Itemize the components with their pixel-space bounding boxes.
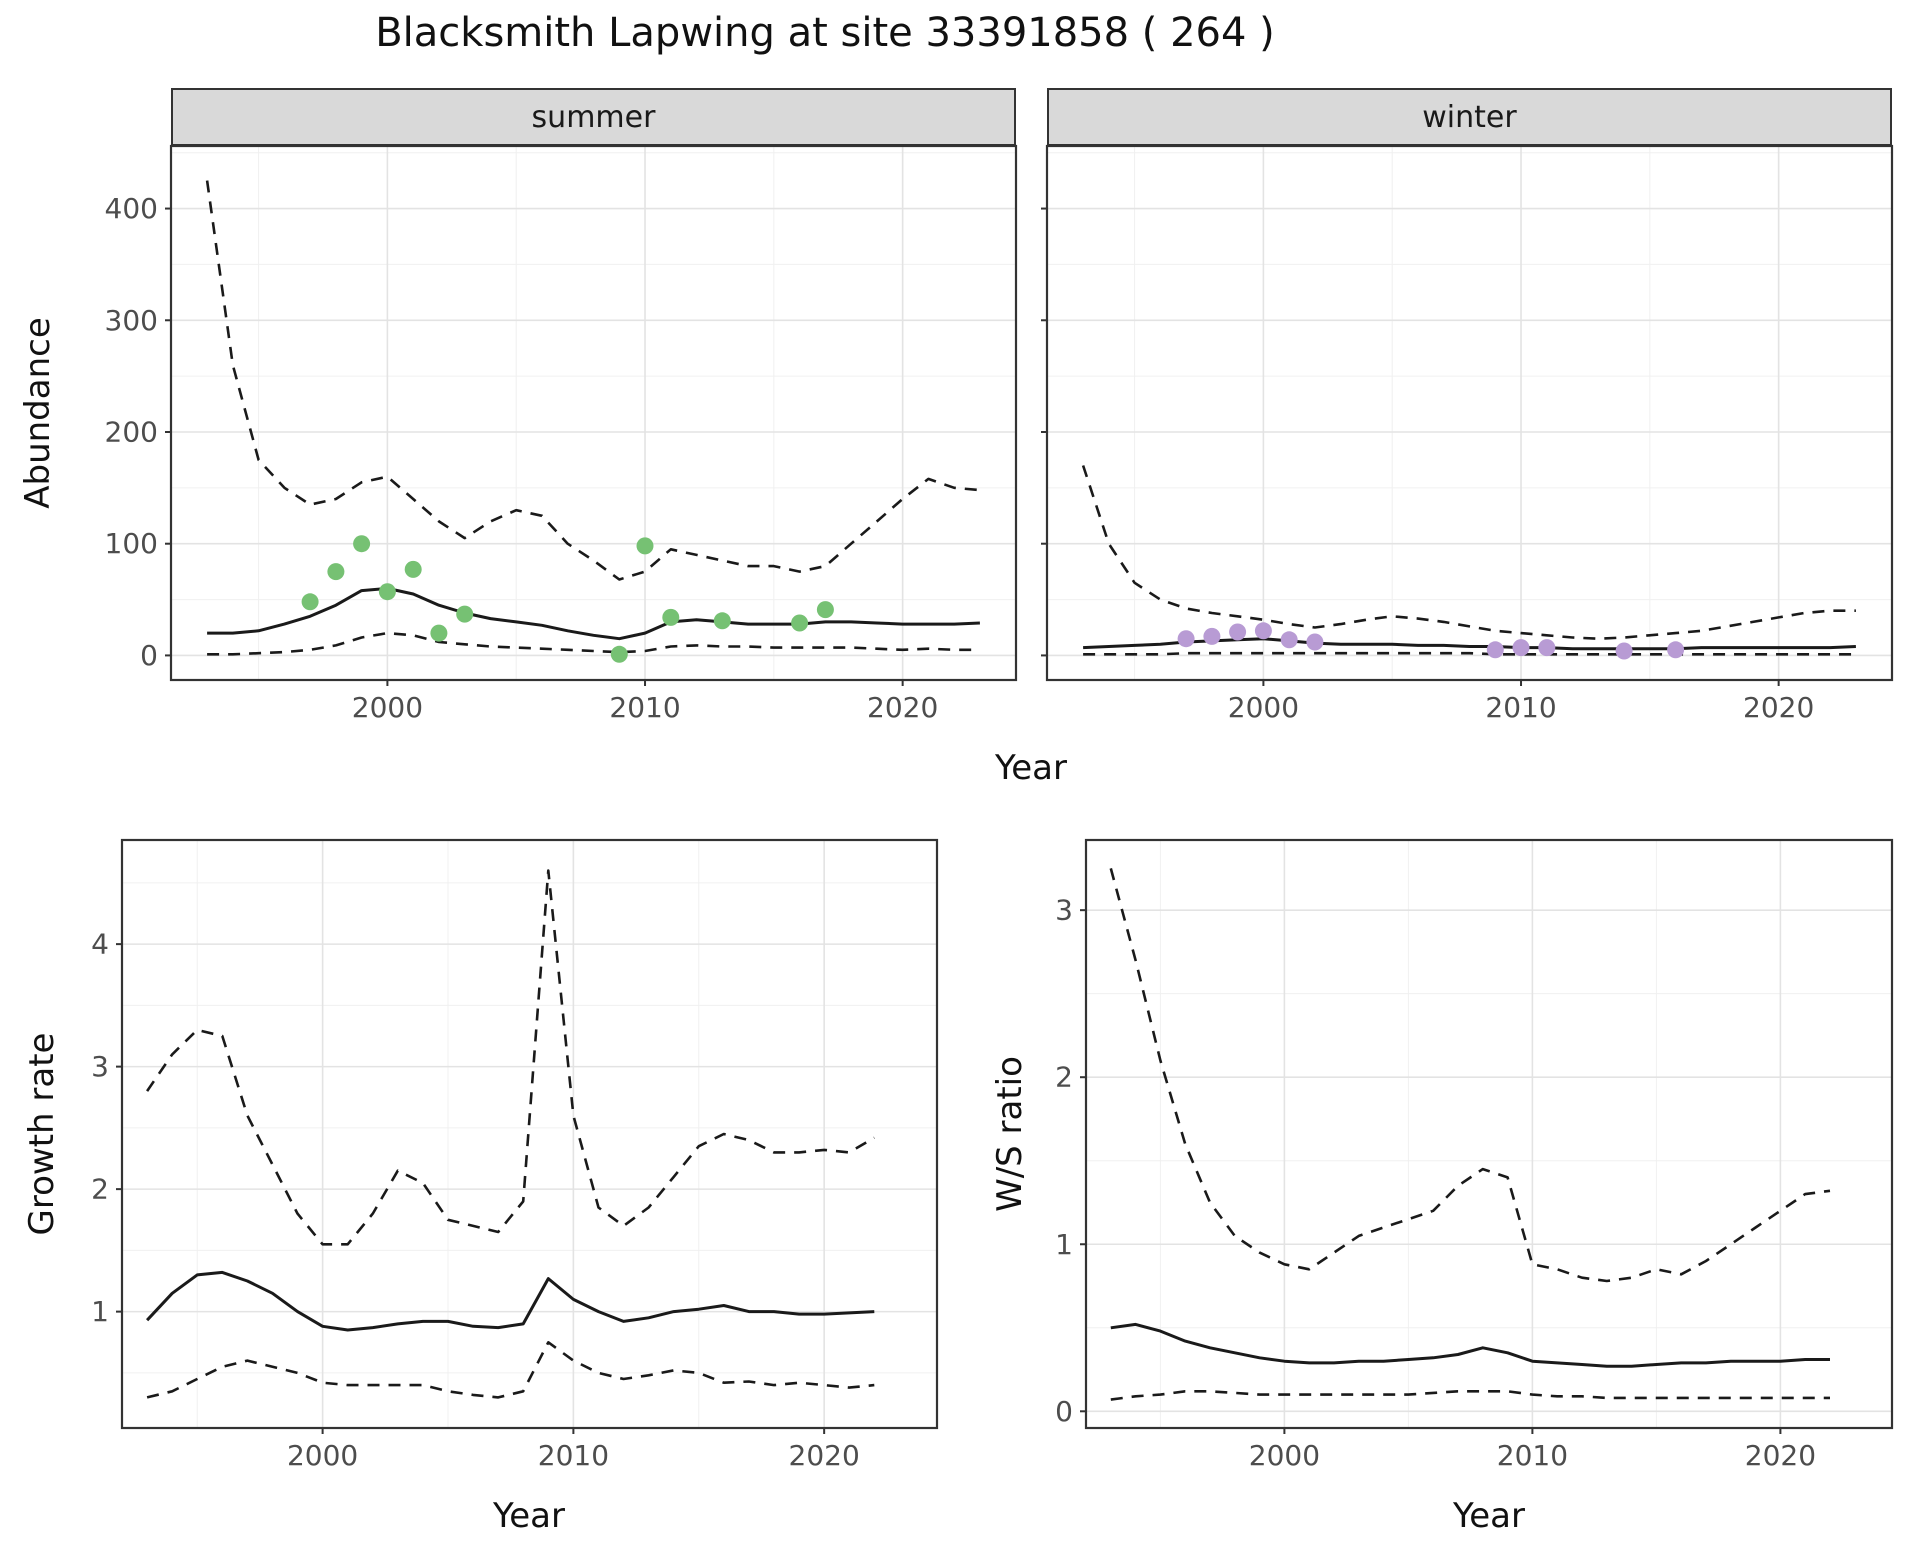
series-upper-ci bbox=[205, 180, 981, 581]
panel-background bbox=[171, 146, 1016, 680]
panel-background bbox=[122, 840, 937, 1428]
series-lower-ci bbox=[207, 631, 980, 656]
series-median bbox=[207, 586, 980, 641]
x-tick-label: 2010 bbox=[538, 1439, 609, 1472]
data-point bbox=[456, 605, 474, 623]
series-upper-ci bbox=[1109, 868, 1831, 1283]
facet-strip-summer-label: summer bbox=[531, 99, 656, 135]
data-point bbox=[662, 608, 680, 626]
x-tick-label: 2020 bbox=[789, 1439, 860, 1472]
year-axis-title-growth: Year bbox=[493, 1496, 565, 1536]
ws-ratio-axis-title: W/S ratio bbox=[990, 1056, 1030, 1212]
x-tick-label: 2010 bbox=[609, 691, 680, 724]
data-point bbox=[1203, 627, 1221, 645]
data-point bbox=[713, 612, 731, 630]
y-tick-label: 4 bbox=[91, 928, 109, 961]
data-point bbox=[791, 614, 809, 632]
y-tick-label: 3 bbox=[1055, 894, 1073, 927]
facet-strip-winter-label: winter bbox=[1422, 99, 1517, 135]
figure-title: Blacksmith Lapwing at site 33391858 ( 26… bbox=[375, 10, 1275, 56]
data-point bbox=[1280, 631, 1298, 649]
y-tick-label: 0 bbox=[1055, 1395, 1073, 1428]
ws-ratio-panel: 0 1 2 3 2000 2010 2020 bbox=[1055, 838, 1894, 1472]
y-tick-label: 100 bbox=[105, 527, 158, 560]
data-point bbox=[610, 645, 628, 663]
data-point bbox=[1177, 630, 1195, 648]
data-point bbox=[430, 624, 448, 642]
data-point bbox=[636, 537, 654, 555]
panel-background bbox=[1086, 840, 1892, 1428]
abundance-axis-title: Abundance bbox=[18, 317, 58, 509]
series-median bbox=[146, 1270, 875, 1332]
data-point bbox=[327, 563, 345, 581]
series-lower-ci bbox=[1083, 651, 1856, 656]
growth-rate-panel: 1 2 3 4 2000 2010 2020 bbox=[91, 838, 939, 1472]
series-upper-ci bbox=[146, 869, 875, 1246]
x-tick-label: 2000 bbox=[287, 1439, 358, 1472]
growth-rate-axis-title: Growth rate bbox=[22, 1032, 62, 1236]
y-tick-label: 0 bbox=[140, 639, 158, 672]
x-tick-label: 2010 bbox=[1497, 1439, 1568, 1472]
y-tick-label: 400 bbox=[105, 192, 158, 225]
x-tick-label: 2020 bbox=[1745, 1439, 1816, 1472]
x-tick-label: 2010 bbox=[1485, 691, 1556, 724]
data-point bbox=[1229, 623, 1247, 641]
y-tick-label: 200 bbox=[105, 415, 158, 448]
panel-background bbox=[1047, 146, 1892, 680]
data-point bbox=[1306, 633, 1324, 651]
series-upper-ci bbox=[1081, 465, 1856, 640]
x-tick-label: 2020 bbox=[867, 691, 938, 724]
panel-border bbox=[1045, 144, 1894, 682]
data-point bbox=[1512, 639, 1530, 657]
year-axis-title-top: Year bbox=[995, 748, 1067, 788]
panel-border bbox=[1084, 838, 1894, 1430]
x-tick-label: 2020 bbox=[1743, 691, 1814, 724]
data-point bbox=[353, 535, 371, 553]
y-tick-label: 300 bbox=[105, 304, 158, 337]
data-point bbox=[301, 593, 319, 611]
y-tick-label: 3 bbox=[91, 1050, 109, 1083]
x-tick-label: 2000 bbox=[1249, 1439, 1320, 1472]
series-median bbox=[1110, 1322, 1830, 1368]
data-point bbox=[1667, 641, 1685, 659]
x-tick-label: 2000 bbox=[1228, 691, 1299, 724]
year-axis-title-ws: Year bbox=[1453, 1496, 1525, 1536]
series-lower-ci bbox=[146, 1341, 875, 1399]
y-tick-label: 1 bbox=[1055, 1228, 1073, 1261]
facet-strip-winter: winter bbox=[1047, 88, 1892, 146]
y-tick-label: 2 bbox=[1055, 1061, 1073, 1094]
facet-strip-summer: summer bbox=[171, 88, 1016, 146]
data-point bbox=[1254, 622, 1272, 640]
data-point bbox=[1615, 642, 1633, 660]
data-point bbox=[378, 583, 396, 601]
abundance-summer-panel: 0 100 200 300 400 2000 2010 2020 bbox=[105, 144, 1018, 724]
abundance-winter-panel: 2000 2010 2020 bbox=[1041, 144, 1894, 724]
data-point bbox=[1538, 639, 1556, 657]
x-tick-label: 2000 bbox=[352, 691, 423, 724]
panel-border bbox=[120, 838, 939, 1430]
y-tick-label: 1 bbox=[91, 1295, 109, 1328]
data-point bbox=[404, 560, 422, 578]
data-point bbox=[1486, 641, 1504, 659]
y-tick-label: 2 bbox=[91, 1173, 109, 1206]
series-lower-ci bbox=[1110, 1390, 1830, 1401]
data-point bbox=[816, 601, 834, 619]
panel-border bbox=[169, 144, 1018, 682]
